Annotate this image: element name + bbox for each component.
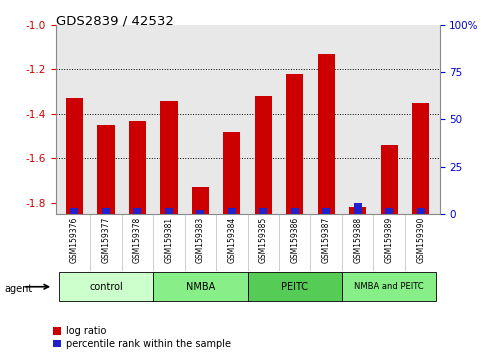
Text: GSM159383: GSM159383 <box>196 217 205 263</box>
Bar <box>197 210 204 214</box>
Bar <box>59 272 153 301</box>
Bar <box>286 74 303 214</box>
Bar <box>129 121 146 214</box>
Bar <box>322 209 330 214</box>
Text: agent: agent <box>5 284 33 293</box>
Bar <box>412 103 429 214</box>
Bar <box>102 209 110 214</box>
Bar <box>385 209 393 214</box>
Bar <box>259 209 267 214</box>
Bar <box>133 209 142 214</box>
Bar <box>317 54 335 214</box>
Text: GSM159377: GSM159377 <box>101 217 111 263</box>
Bar <box>342 272 436 301</box>
Bar <box>71 209 78 214</box>
Text: GSM159389: GSM159389 <box>384 217 394 263</box>
Bar <box>223 132 241 214</box>
Bar <box>291 209 298 214</box>
Text: GSM159384: GSM159384 <box>227 217 236 263</box>
Bar <box>417 209 425 214</box>
Text: GSM159388: GSM159388 <box>353 217 362 263</box>
Text: control: control <box>89 282 123 292</box>
Bar <box>255 96 272 214</box>
Bar <box>354 203 362 214</box>
Text: GSM159378: GSM159378 <box>133 217 142 263</box>
Legend: log ratio, percentile rank within the sample: log ratio, percentile rank within the sa… <box>53 326 231 349</box>
Text: GDS2839 / 42532: GDS2839 / 42532 <box>56 14 173 27</box>
Bar <box>66 98 83 214</box>
Bar <box>165 209 173 214</box>
Text: GSM159387: GSM159387 <box>322 217 331 263</box>
Text: GSM159385: GSM159385 <box>259 217 268 263</box>
Text: GSM159386: GSM159386 <box>290 217 299 263</box>
Text: PEITC: PEITC <box>281 282 308 292</box>
Bar <box>153 272 248 301</box>
Bar <box>381 145 398 214</box>
Text: NMBA: NMBA <box>185 282 215 292</box>
Text: GSM159390: GSM159390 <box>416 217 425 263</box>
Bar <box>160 101 178 214</box>
Text: NMBA and PEITC: NMBA and PEITC <box>355 282 424 291</box>
Text: GSM159376: GSM159376 <box>70 217 79 263</box>
Bar <box>192 187 209 214</box>
Bar <box>248 272 342 301</box>
Bar <box>97 125 114 214</box>
Bar <box>228 209 236 214</box>
Text: GSM159381: GSM159381 <box>164 217 173 263</box>
Bar <box>349 207 366 214</box>
